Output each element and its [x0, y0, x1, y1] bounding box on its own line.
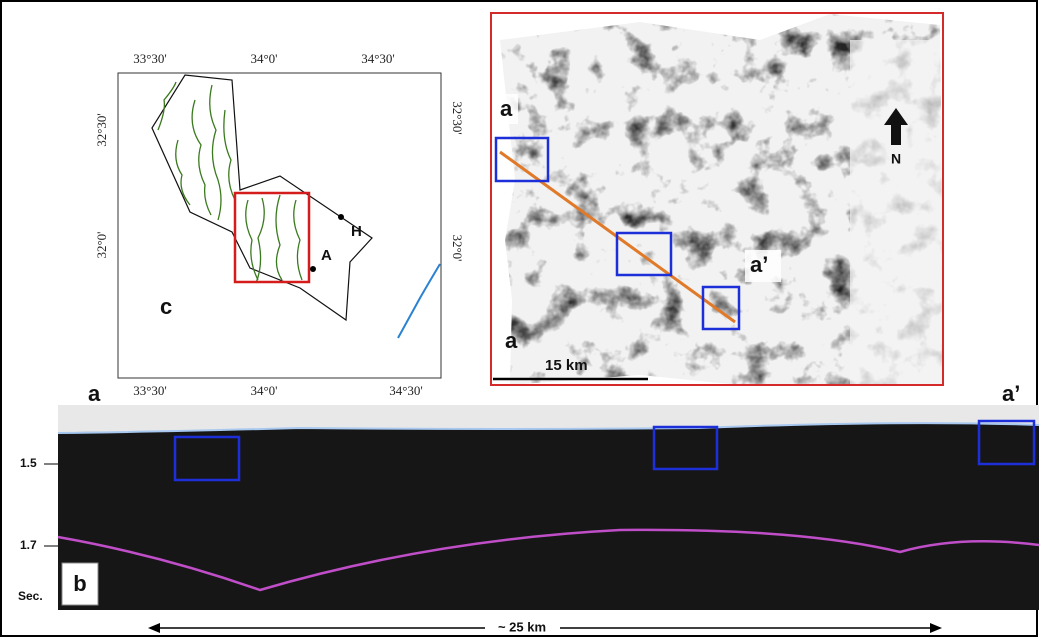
depth-tick-label: 1.5 — [20, 456, 37, 470]
arrow-head — [148, 623, 160, 633]
figure: H A c 33°30' 34°0' 34°30' 33°30' 34°0' 3… — [0, 0, 1039, 638]
depth-unit: Sec. — [18, 589, 43, 603]
panel-label: c — [160, 294, 172, 319]
lat-label: 32°0' — [94, 231, 109, 258]
section-end: a’ — [1002, 381, 1020, 406]
depth-tick-label: 1.7 — [20, 538, 37, 552]
attribute-fade — [850, 40, 944, 385]
lon-label: 33°30' — [133, 383, 167, 398]
lat-label: 32°30' — [450, 101, 465, 135]
section-panel: a a’ 1.5 1.7 Sec. b ~ 25 km — [18, 381, 1039, 635]
profile-start: a — [500, 96, 513, 121]
lon-label: 34°0' — [250, 383, 277, 398]
map-frame — [118, 73, 441, 378]
section-start: a — [88, 381, 101, 406]
profile-end: a’ — [750, 252, 768, 277]
panel-label: b — [73, 571, 86, 596]
point-h — [338, 214, 344, 220]
arrow-head — [930, 623, 942, 633]
point-label: H — [351, 223, 362, 240]
lon-label: 34°30' — [389, 383, 423, 398]
panel-label: a — [505, 328, 518, 353]
lat-label: 32°0' — [450, 234, 465, 261]
scale-bar-label: 15 km — [545, 357, 588, 374]
lat-label: 32°30' — [94, 113, 109, 147]
lon-label: 33°30' — [133, 51, 167, 66]
map-panel: H A c 33°30' 34°0' 34°30' 33°30' 34°0' 3… — [94, 51, 465, 398]
attribute-panel: a a’ N a 15 km — [490, 12, 944, 385]
lon-label: 34°0' — [250, 51, 277, 66]
point-label: A — [321, 247, 332, 264]
distance-label: ~ 25 km — [498, 619, 546, 634]
north-label: N — [891, 151, 901, 167]
lon-label: 34°30' — [361, 51, 395, 66]
point-a — [310, 266, 316, 272]
